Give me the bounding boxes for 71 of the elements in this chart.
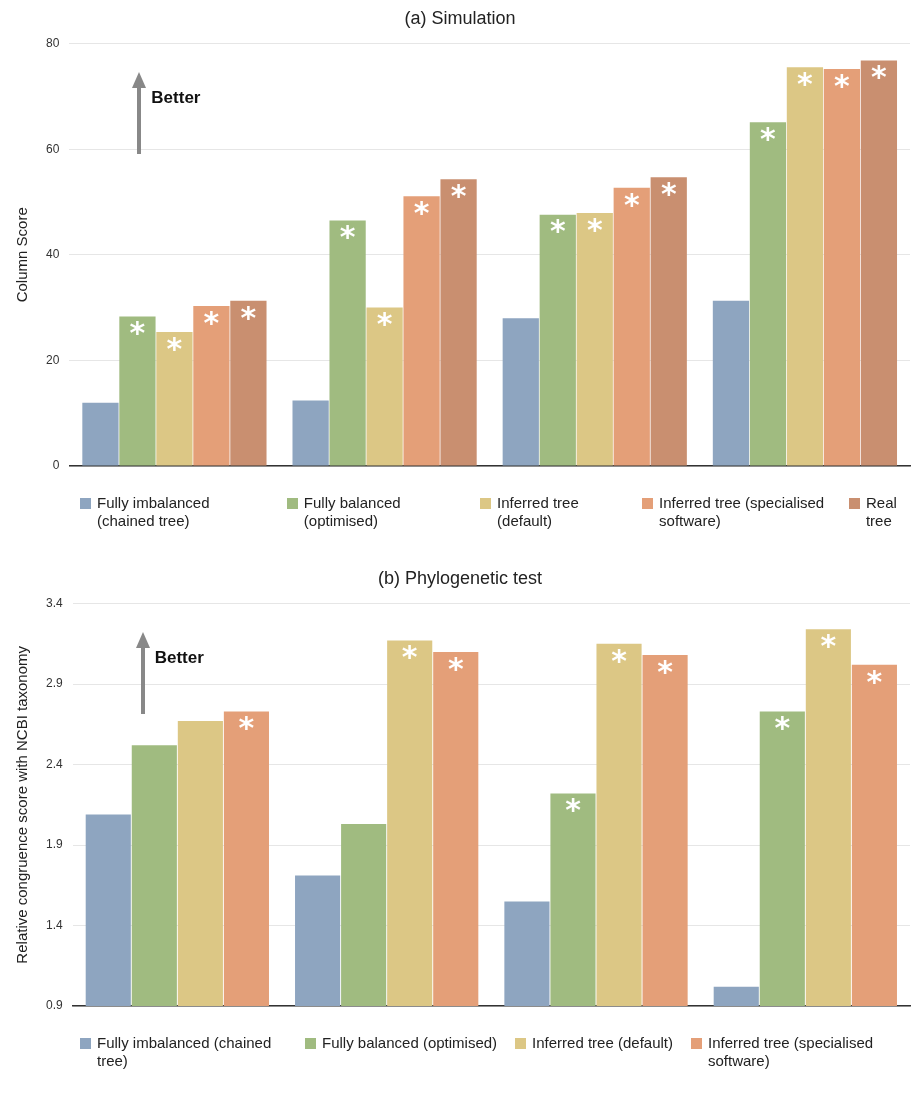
y-axis-title: Column Score (13, 207, 31, 303)
data-label: * (660, 175, 677, 211)
data-label: * (376, 306, 393, 342)
bar (749, 122, 787, 466)
bar (403, 196, 440, 466)
bar (539, 214, 576, 466)
annotation: Better (151, 88, 201, 108)
bar (786, 67, 824, 466)
bar (502, 318, 539, 466)
bar (329, 220, 366, 466)
bar (230, 300, 267, 466)
legend-label: Inferred tree (specialised software) (659, 494, 826, 530)
data-label: * (203, 304, 220, 340)
data-label: * (797, 66, 814, 102)
legend-label: Fully imbalanced (chained tree) (97, 1034, 273, 1070)
y-tick-label: 0.9 (45, 998, 63, 1013)
data-label: * (774, 710, 791, 746)
data-label: * (549, 213, 566, 249)
bar (440, 179, 477, 466)
data-label: * (834, 67, 851, 103)
y-tick-label: 80 (45, 35, 60, 50)
bar (119, 316, 156, 466)
data-label: * (447, 650, 464, 686)
legend-label: Real tree (865, 494, 898, 530)
y-tick-label: 1.9 (45, 837, 63, 852)
data-label: * (820, 628, 837, 664)
data-label: * (866, 663, 883, 699)
bar (650, 177, 687, 466)
data-label: * (871, 59, 888, 95)
y-tick-label: 2.4 (45, 756, 63, 771)
data-label: * (238, 710, 255, 746)
legend-label: Fully balanced (optimised) (303, 494, 402, 530)
y-tick-label: 0 (52, 458, 60, 473)
y-tick-label: 1.4 (45, 917, 63, 932)
bar (860, 60, 898, 466)
chart-title: (a) Simulation (404, 7, 516, 28)
legend-label: Inferred tree (default) (497, 494, 580, 530)
data-label: * (339, 219, 356, 255)
bar (156, 331, 193, 466)
bar (712, 300, 750, 466)
bar (366, 307, 403, 466)
legend-label: Fully imbalanced (chained tree) (97, 494, 211, 530)
data-label: * (586, 211, 603, 247)
data-label: * (611, 642, 628, 678)
data-label: * (565, 792, 582, 828)
bar (292, 400, 329, 466)
y-tick-label: 3.4 (45, 595, 63, 610)
legend-label: Fully balanced (optimised) (322, 1034, 498, 1052)
legend-label: Inferred tree (specialised software) (707, 1034, 875, 1070)
bar (82, 402, 119, 466)
bar (193, 306, 230, 466)
bar (613, 187, 650, 466)
data-label: * (623, 186, 640, 222)
data-label: * (760, 121, 777, 157)
data-label: * (657, 653, 674, 689)
y-tick-label: 2.9 (45, 676, 63, 691)
y-axis-title: Relative congruence score with NCBI taxonomy (13, 645, 31, 964)
bar (823, 68, 861, 466)
data-label: * (166, 330, 183, 366)
data-label: * (450, 178, 467, 214)
y-tick-label: 20 (45, 352, 60, 367)
legend-label: Inferred tree (default) (532, 1034, 673, 1052)
chart-title: (b) Phylogenetic test (377, 567, 543, 588)
bar (576, 213, 613, 466)
y-tick-label: 60 (45, 141, 60, 156)
data-label: * (401, 639, 418, 675)
data-label: * (240, 299, 257, 335)
annotation: Better (154, 648, 205, 668)
data-label: * (413, 194, 430, 230)
data-label: * (129, 315, 146, 351)
y-tick-label: 40 (45, 247, 60, 262)
